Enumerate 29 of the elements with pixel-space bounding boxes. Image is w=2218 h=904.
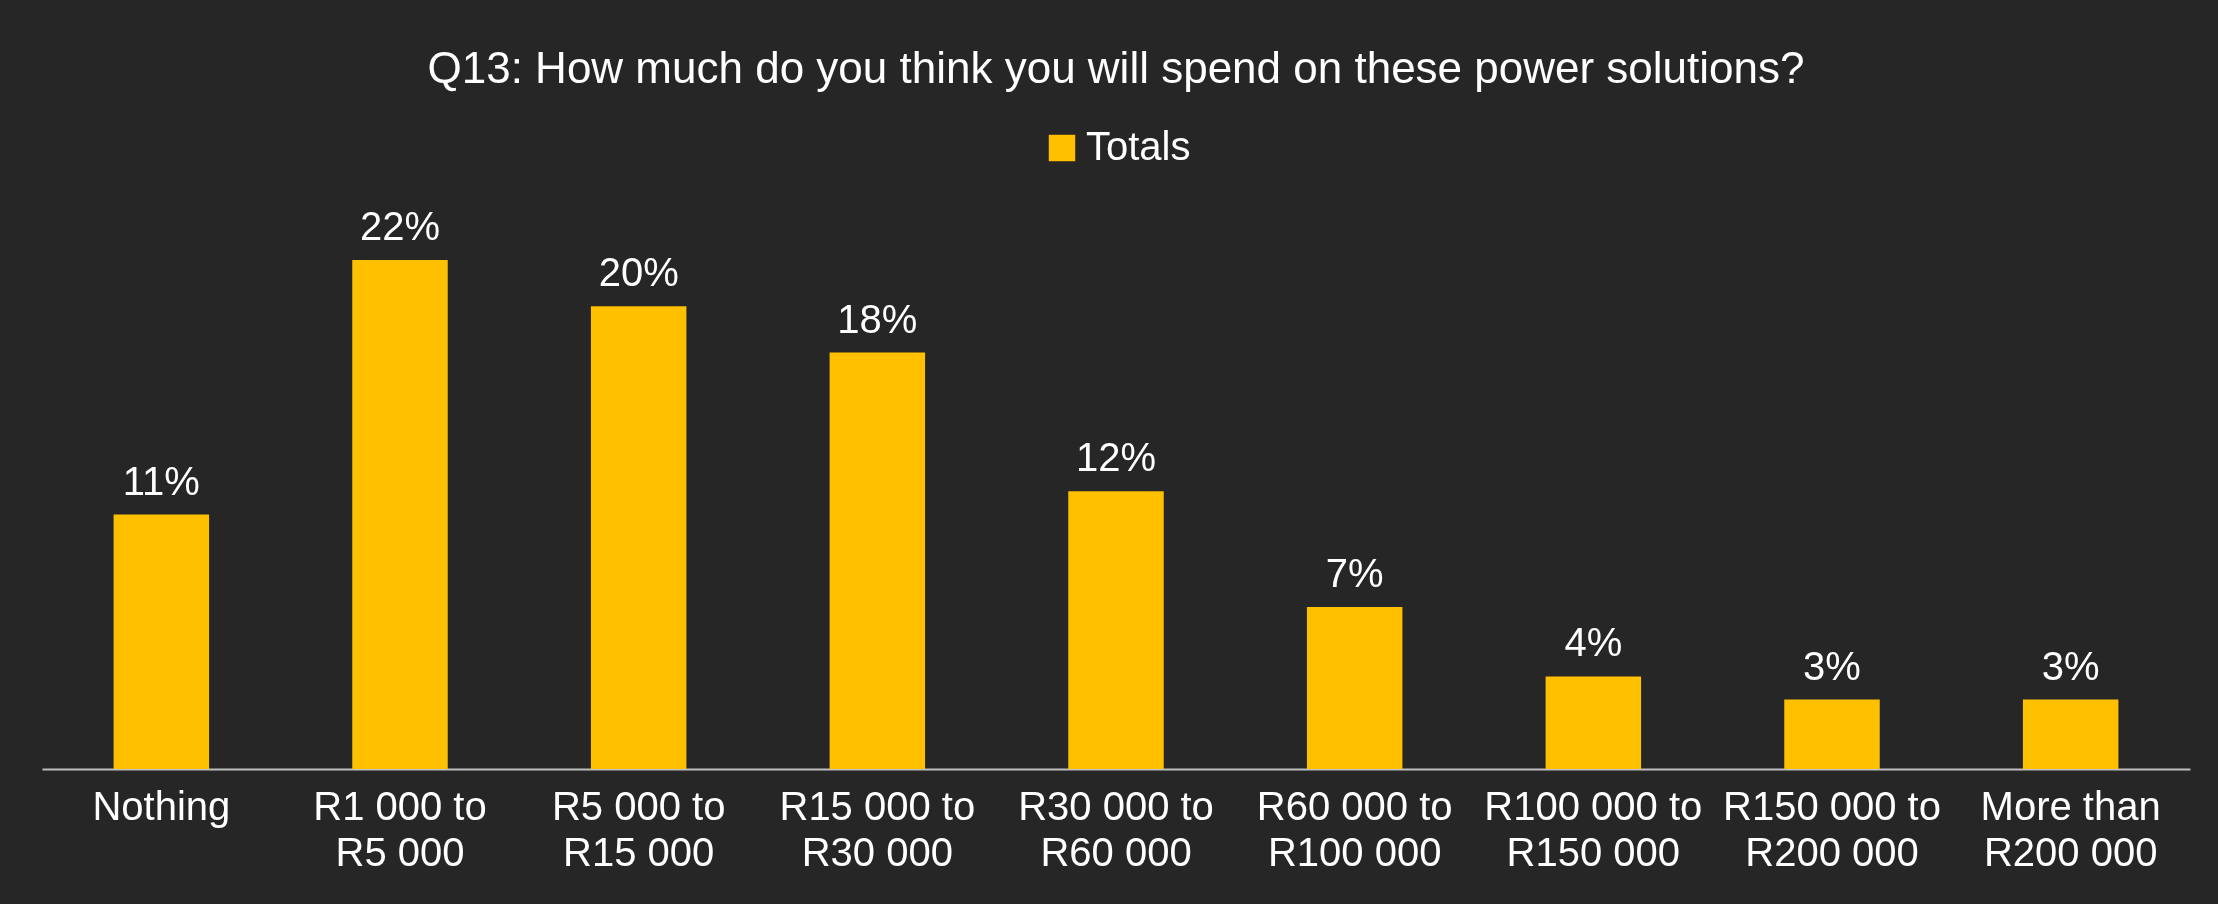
bar [113, 514, 210, 769]
bar [590, 306, 687, 769]
data-label: 18% [837, 296, 918, 341]
data-label: 3% [2041, 643, 2100, 688]
x-tick-label: R15 000 to R30 000 [779, 783, 976, 874]
bar [1306, 607, 1403, 769]
bar [1545, 676, 1642, 769]
legend-label: Totals [1086, 124, 1191, 168]
x-tick-label: Nothing [92, 783, 231, 828]
data-label: 12% [1075, 435, 1157, 480]
bar [2022, 699, 2119, 769]
data-label: 22% [359, 204, 441, 248]
x-tick-label: R5 000 to R15 000 [551, 783, 726, 874]
data-label: 4% [1564, 620, 1623, 665]
x-tick-label: R30 000 to R60 000 [1018, 783, 1214, 874]
x-tick-label: R100 000 to R150 000 [1484, 783, 1703, 874]
bar [352, 260, 448, 769]
chart-title: Q13: How much do you think you will spend on these power solutions? [427, 43, 1805, 92]
data-label: 11% [122, 458, 200, 503]
x-tick-label: More than R200 000 [1980, 783, 2161, 874]
bar [1784, 699, 1880, 769]
x-tick-label: R150 000 to R200 000 [1723, 783, 1941, 874]
data-label: 3% [1803, 643, 1861, 688]
x-tick-label: R60 000 to R100 000 [1256, 783, 1453, 874]
data-label: 20% [598, 250, 679, 295]
bar [829, 352, 926, 769]
bar [1068, 491, 1164, 769]
x-tick-label: R1 000 to R5 000 [313, 783, 487, 874]
data-label: 7% [1325, 551, 1384, 596]
